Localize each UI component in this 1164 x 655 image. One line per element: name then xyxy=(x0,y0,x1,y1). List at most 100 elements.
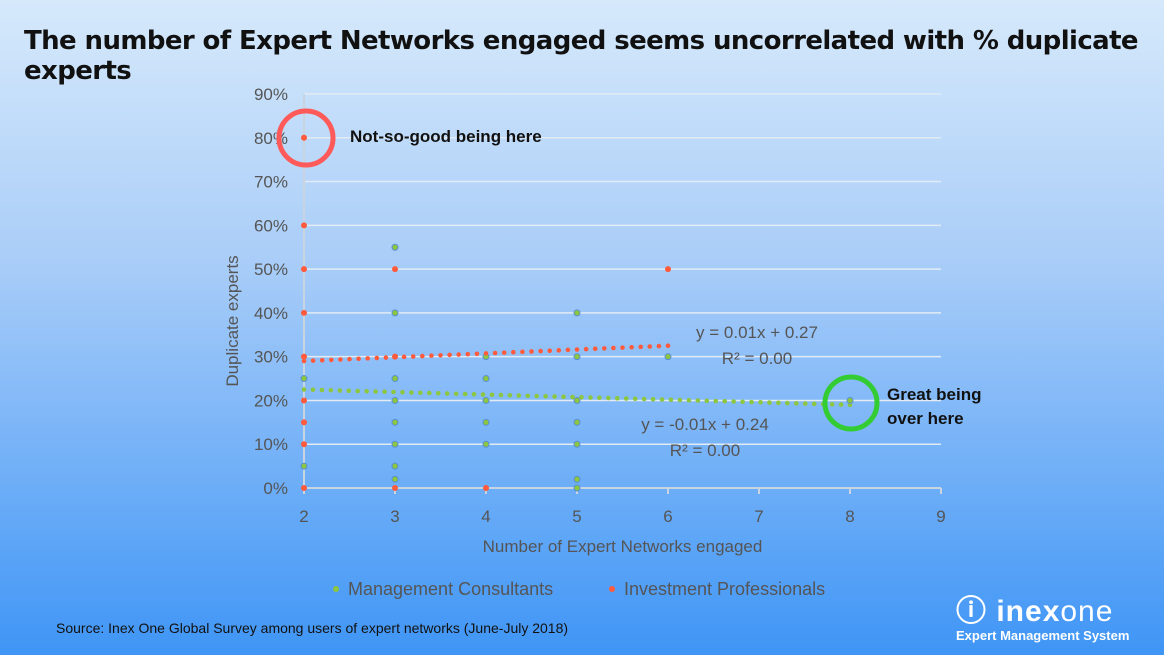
data-point xyxy=(846,396,854,404)
x-tick-label: 9 xyxy=(936,507,945,526)
x-tick-label: 3 xyxy=(390,507,399,526)
trendline-dot xyxy=(638,344,643,350)
trendline-dot xyxy=(373,389,378,394)
data-point xyxy=(391,375,399,383)
data-point xyxy=(573,418,581,426)
data-point xyxy=(391,396,399,404)
trendline-dot xyxy=(574,347,580,352)
trendline-dot xyxy=(767,400,772,405)
annotation: Not-so-good being here xyxy=(350,127,542,146)
trendline-dot xyxy=(347,356,352,362)
trendline-dot xyxy=(529,349,534,354)
y-tick-label: 30% xyxy=(254,348,288,367)
trendline-dot xyxy=(623,396,629,401)
x-tick-label: 5 xyxy=(572,507,581,526)
trendline-dot xyxy=(665,343,671,349)
trend-equation: y = -0.01x + 0.24 xyxy=(641,415,769,434)
data-point xyxy=(391,462,399,470)
trendline-dot xyxy=(776,400,781,406)
trendline-dot xyxy=(444,391,450,396)
y-tick-label: 40% xyxy=(254,304,288,323)
trendline-dot xyxy=(480,392,486,397)
trendline-dot xyxy=(785,400,790,406)
data-point xyxy=(482,418,490,426)
trendline-dot xyxy=(471,391,477,397)
data-point xyxy=(301,397,307,404)
trendline-dot xyxy=(429,353,434,358)
trendline-dot xyxy=(453,391,459,397)
data-point xyxy=(391,309,399,317)
y-tick-label: 60% xyxy=(254,216,288,235)
trendline-dot xyxy=(538,348,543,354)
data-point xyxy=(573,396,581,404)
data-point xyxy=(301,441,307,448)
trendline-dot xyxy=(588,395,593,400)
trendline-dot xyxy=(592,346,598,352)
data-point xyxy=(301,309,307,316)
trendline-dot xyxy=(511,349,516,355)
trendline-dot xyxy=(498,392,504,398)
data-point xyxy=(300,375,308,383)
y-tick-label: 80% xyxy=(254,129,288,148)
trendline-dot xyxy=(474,351,480,357)
source-note: Source: Inex One Global Survey among use… xyxy=(56,620,569,636)
data-point xyxy=(392,353,398,360)
data-point xyxy=(573,484,581,492)
data-point xyxy=(573,475,581,483)
data-point xyxy=(301,419,307,426)
y-tick-label: 90% xyxy=(254,85,288,104)
trendline-dot xyxy=(447,352,452,358)
highlight-circle xyxy=(276,108,336,168)
trendline-dot xyxy=(686,398,692,403)
y-tick-label: 70% xyxy=(254,173,288,192)
trendline-dot xyxy=(561,394,566,400)
trendline-dot xyxy=(758,400,763,405)
trendline-dot xyxy=(301,358,307,364)
trendline-dot xyxy=(552,394,557,399)
trendline-dot xyxy=(647,344,653,349)
highlight-circle xyxy=(822,374,880,432)
trendline-dot xyxy=(462,391,468,397)
trendline-dot xyxy=(731,399,736,404)
y-tick-label: 50% xyxy=(254,260,288,279)
trendline-dot xyxy=(722,399,727,404)
trendline-dot xyxy=(365,356,371,361)
trendline-dot xyxy=(632,396,638,402)
trendline-dot xyxy=(695,398,701,403)
trendline-dot xyxy=(520,349,525,355)
trendline-dot xyxy=(668,397,674,403)
trendline-dot xyxy=(704,398,710,404)
trendline-dot xyxy=(543,393,548,399)
trendline-dot xyxy=(534,393,540,399)
trendline-dot xyxy=(355,388,361,394)
trendline-dot xyxy=(556,348,562,353)
trendline-dot xyxy=(383,355,389,360)
trendline-dot xyxy=(507,392,513,398)
data-point xyxy=(573,309,581,317)
data-point xyxy=(301,134,307,141)
trendline-dot xyxy=(374,355,380,361)
trendline-dot xyxy=(338,357,343,362)
data-point xyxy=(391,475,399,483)
trendline-dot xyxy=(409,390,414,395)
trend-equation: y = 0.01x + 0.27 xyxy=(696,323,818,342)
trendline-dot xyxy=(319,387,325,393)
trendline-dot xyxy=(492,350,498,356)
x-tick-label: 6 xyxy=(663,507,672,526)
x-tick-label: 7 xyxy=(754,507,763,526)
trendline-dot xyxy=(583,346,589,352)
trendline-dot xyxy=(606,395,611,401)
trendline-dot xyxy=(401,354,407,360)
y-tick-label: 0% xyxy=(263,479,288,498)
trend-r2: R² = 0.00 xyxy=(722,349,792,368)
data-point xyxy=(482,440,490,448)
trendline-dot xyxy=(310,387,316,393)
trendline-dot xyxy=(301,387,307,392)
data-point xyxy=(301,485,307,491)
data-point xyxy=(573,353,581,361)
trendline-dot xyxy=(602,346,607,351)
y-axis-label: Duplicate experts xyxy=(223,255,242,386)
x-axis-label: Number of Expert Networks engaged xyxy=(483,537,763,556)
trendline-dot xyxy=(579,394,584,400)
